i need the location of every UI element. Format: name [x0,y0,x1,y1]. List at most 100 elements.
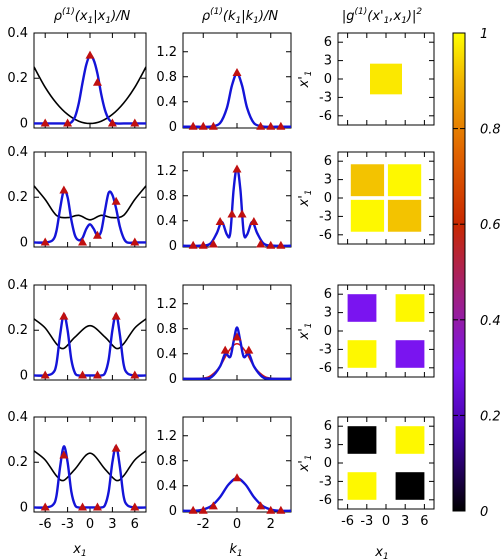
data-marker [237,209,247,218]
y-tick-label: 0 [20,500,28,515]
heatmap-block [395,426,425,454]
y-tick-label: 0 [324,72,332,87]
panel-r3-c3: 6 3 0 -3 -6 x'1 [297,284,435,378]
colorbar-tick-label: 0.8 [480,123,501,138]
data-marker [92,77,102,86]
data-marker [232,473,242,482]
data-marker [111,196,121,205]
colorbar [452,32,466,512]
data-marker [92,230,102,239]
y-tick-label: 3 [324,54,332,69]
panel-r4-c2: -2 0 2 0 0.4 0.8 1.2 [156,416,292,532]
y-tick-label: 0 [20,116,28,131]
data-marker [188,121,198,130]
plot-frame [33,32,147,129]
y-tick-label: 1.2 [156,45,177,60]
y-tick-label: -6 [319,228,332,243]
y-tick-label: 1.2 [156,429,177,444]
data-marker [266,240,276,249]
y-tick-label: 0.2 [7,323,28,338]
colorbar-ticks: 0 0.2 0.4 0.6 0.8 1 [453,27,501,520]
y-tick-label: 3 [324,306,332,321]
colorbar-tick-label: 0.2 [480,409,501,424]
heatmap-block [347,472,377,500]
data-marker [198,240,208,249]
heatmap-block [387,199,422,232]
heatmap-block [395,294,425,322]
data-marker [220,345,230,354]
x-tick-label: 3 [401,514,409,529]
panel-r4-c1: -6 -3 0 3 600.20.4 [7,410,147,532]
data-marker [130,237,140,246]
col2-xlabel: k1 [229,542,242,559]
col2-title: ρ(1)(k1|k1)/N [202,7,278,26]
heatmap-block [370,63,402,95]
y-tick-label: 0.4 [7,278,28,293]
col1-xlabel: x1 [72,542,86,559]
potential-curve [34,66,146,125]
data-marker [63,118,73,127]
x-tick-label: 0 [86,517,94,532]
heatmap-block [395,472,425,500]
y-tick-label: 1.2 [156,297,177,312]
y-tick-label: -3 [319,90,332,105]
plot-frame [33,284,147,381]
data-marker [40,237,50,246]
data-marker [198,505,208,514]
data-marker [78,237,88,246]
col3-xlabel: x1 [374,545,388,560]
potential-curve [34,318,146,350]
density-curve [34,445,146,509]
data-marker [130,118,140,127]
col3-title: |g(1)(x'1,x1)|2 [342,7,422,26]
envelope-curve [183,342,291,380]
plot-frame [182,416,292,513]
data-marker [208,239,218,248]
data-marker [215,217,225,225]
colorbar-tick-label: 0.4 [480,314,501,329]
data-marker [188,505,198,514]
data-marker [59,450,69,459]
y-tick-label: 0.2 [7,71,28,86]
x-tick-label: -3 [61,517,74,532]
y-tick-label: -6 [319,361,332,376]
x-tick-label: -6 [39,517,52,532]
y-tick-label: 0.2 [7,455,28,470]
y-tick-label: 0.4 [7,410,28,425]
y-tick-label: 6 [324,287,332,302]
heatmap-block [350,199,385,232]
data-marker [78,502,88,511]
y-tick-label: 6 [324,154,332,169]
panel-r2-c1: 0 0.2 0.4 [7,145,147,250]
data-marker [232,68,242,76]
panel-r2-c2: 0 0.4 0.8 1.2 [156,151,292,254]
density-curve [183,326,291,380]
data-marker [59,185,69,194]
y-tick-label: -6 [319,493,332,508]
panel-r2-c3: 6 3 0 -3 -6 x'1 [297,151,435,245]
y-tick-label: 0 [20,235,28,250]
y-tick-label: 0.4 [156,479,177,494]
y-tick-label: 3 [324,438,332,453]
col3-ylabel: x'1 [297,322,314,340]
density-curve [34,188,146,245]
data-marker [208,501,218,510]
x-tick-label: 6 [131,517,139,532]
data-marker [92,370,102,379]
potential-curve [34,185,146,221]
data-marker [232,164,242,173]
colorbar-tick-label: 1 [480,27,488,42]
y-tick-label: -6 [319,109,332,124]
data-marker [59,311,69,320]
heatmap-block [347,426,377,454]
data-marker [85,50,95,59]
col3-ylabel: x'1 [297,454,314,472]
y-tick-label: 6 [324,419,332,434]
y-tick-label: -3 [319,342,332,357]
x-tick-label: -3 [360,514,373,529]
heatmap-block [347,340,377,368]
y-tick-label: 0 [324,456,332,471]
data-marker [276,505,286,514]
